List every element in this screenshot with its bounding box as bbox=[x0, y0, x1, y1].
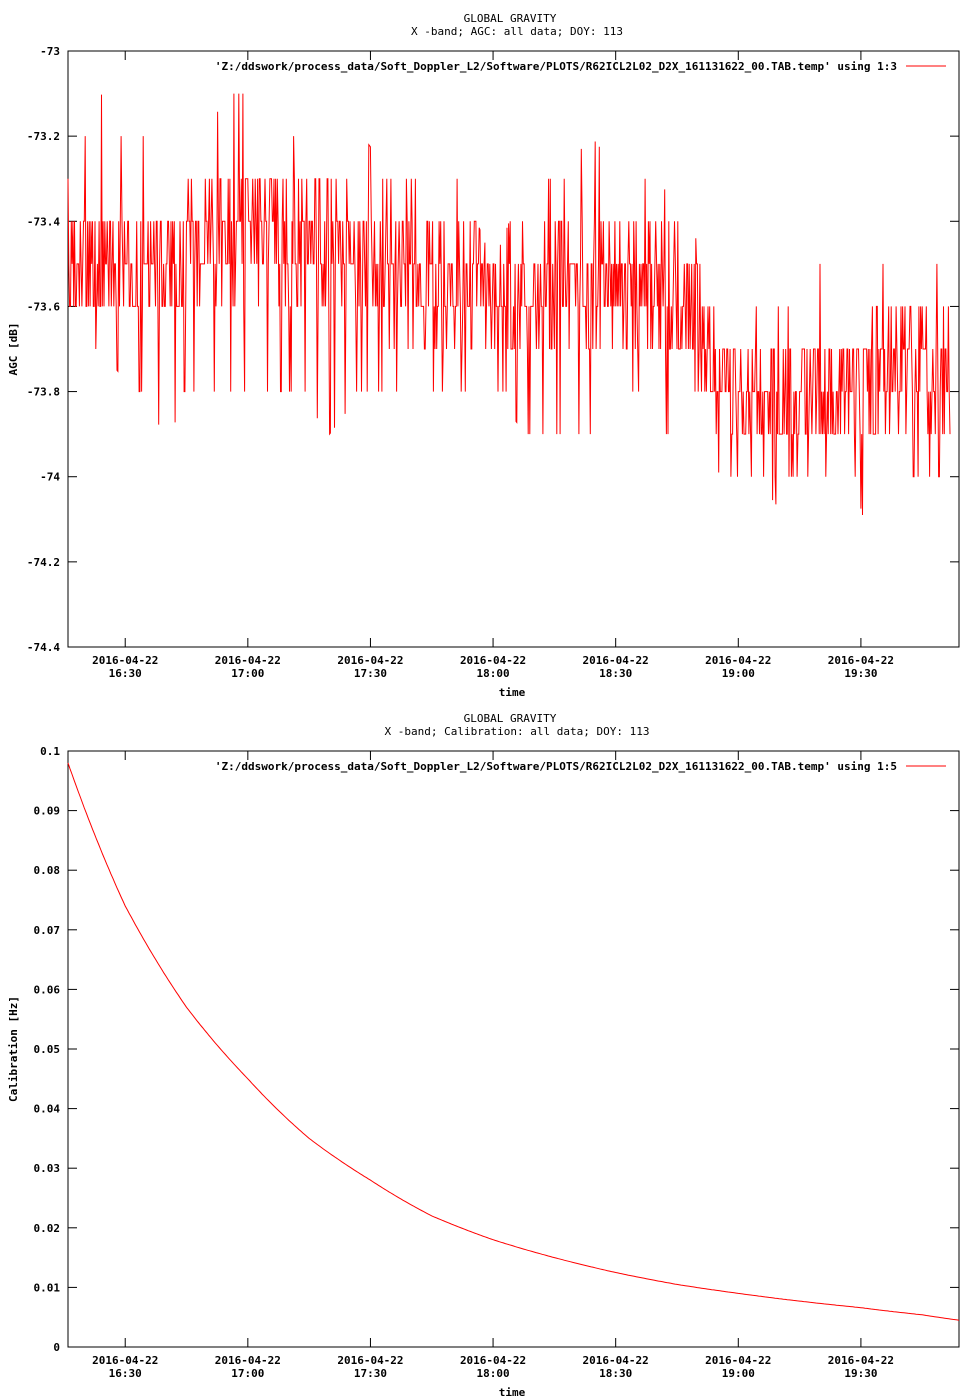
x-tick-date-label: 2016-04-22 bbox=[583, 654, 649, 667]
calibration-y-axis-ticks: 0 0.01 0.02 0.03 0.04 0.05 0.06 0.07 0.08 0.09 0.1 bbox=[34, 745, 959, 1354]
x-tick-date-label: 2016-04-22 bbox=[215, 1354, 281, 1367]
y-tick-label: 0 bbox=[53, 1341, 60, 1354]
calibration-legend: 'Z:/ddswork/process_data/Soft_Doppler_L2… bbox=[215, 760, 946, 773]
calibration-plot-frame bbox=[67, 750, 960, 1348]
agc-legend: 'Z:/ddswork/process_data/Soft_Doppler_L2… bbox=[215, 60, 946, 73]
y-tick-label: 0.02 bbox=[34, 1222, 61, 1235]
y-tick-label: -73 bbox=[40, 45, 60, 58]
x-tick-time-label: 17:00 bbox=[231, 1367, 264, 1380]
agc-x-axis-ticks: 2016-04-2216:302016-04-2217:002016-04-22… bbox=[92, 51, 894, 680]
y-tick-label: 0.08 bbox=[34, 864, 61, 877]
x-tick-date-label: 2016-04-22 bbox=[828, 654, 894, 667]
y-tick-label: -74.4 bbox=[27, 641, 60, 654]
x-tick-date-label: 2016-04-22 bbox=[92, 654, 158, 667]
agc-y-axis-label: AGC [dB] bbox=[7, 323, 20, 376]
calibration-y-axis-label: Calibration [Hz] bbox=[7, 996, 20, 1102]
y-tick-label: -73.2 bbox=[27, 130, 60, 143]
y-tick-label: 0.05 bbox=[34, 1043, 61, 1056]
x-tick-time-label: 19:30 bbox=[844, 1367, 877, 1380]
x-tick-time-label: 17:00 bbox=[231, 667, 264, 680]
x-tick-time-label: 16:30 bbox=[109, 667, 142, 680]
y-tick-label: 0.1 bbox=[40, 745, 60, 758]
x-tick-date-label: 2016-04-22 bbox=[337, 1354, 403, 1367]
calibration-x-axis-label: time bbox=[499, 1386, 526, 1399]
calibration-chart-subtitle: X -band; Calibration: all data; DOY: 113 bbox=[385, 725, 650, 738]
x-tick-date-label: 2016-04-22 bbox=[583, 1354, 649, 1367]
y-tick-label: 0.04 bbox=[34, 1103, 61, 1116]
y-tick-label: -73.4 bbox=[27, 215, 60, 228]
x-tick-time-label: 18:30 bbox=[599, 667, 632, 680]
x-tick-date-label: 2016-04-22 bbox=[705, 1354, 771, 1367]
x-tick-time-label: 18:00 bbox=[477, 1367, 510, 1380]
x-tick-date-label: 2016-04-22 bbox=[92, 1354, 158, 1367]
agc-plot-frame bbox=[67, 50, 960, 648]
agc-x-axis-label: time bbox=[499, 686, 526, 699]
y-tick-label: 0.07 bbox=[34, 924, 61, 937]
y-tick-label: 0.06 bbox=[34, 983, 61, 996]
x-tick-time-label: 19:00 bbox=[722, 667, 755, 680]
calibration-chart: GLOBAL GRAVITY X -band; Calibration: all… bbox=[7, 712, 960, 1399]
y-tick-label: 0.03 bbox=[34, 1162, 61, 1175]
x-tick-time-label: 17:30 bbox=[354, 667, 387, 680]
x-tick-time-label: 16:30 bbox=[109, 1367, 142, 1380]
x-tick-time-label: 17:30 bbox=[354, 1367, 387, 1380]
agc-chart: GLOBAL GRAVITY X -band; AGC: all data; D… bbox=[7, 12, 960, 699]
calibration-chart-title: GLOBAL GRAVITY bbox=[464, 712, 557, 725]
agc-series bbox=[67, 93, 951, 516]
x-tick-date-label: 2016-04-22 bbox=[337, 654, 403, 667]
x-tick-time-label: 18:30 bbox=[599, 1367, 632, 1380]
calibration-series-line bbox=[67, 762, 960, 1321]
x-tick-date-label: 2016-04-22 bbox=[215, 654, 281, 667]
agc-chart-subtitle: X -band; AGC: all data; DOY: 113 bbox=[411, 25, 623, 38]
x-tick-date-label: 2016-04-22 bbox=[460, 1354, 526, 1367]
x-tick-time-label: 18:00 bbox=[477, 667, 510, 680]
y-tick-label: -73.8 bbox=[27, 386, 60, 399]
y-tick-label: 0.01 bbox=[34, 1281, 61, 1294]
y-tick-label: 0.09 bbox=[34, 805, 61, 818]
y-tick-label: -74 bbox=[40, 471, 60, 484]
y-tick-label: -74.2 bbox=[27, 556, 60, 569]
calibration-x-axis-ticks: 2016-04-2216:302016-04-2217:002016-04-22… bbox=[92, 751, 894, 1380]
agc-series-line bbox=[67, 93, 951, 516]
x-tick-time-label: 19:00 bbox=[722, 1367, 755, 1380]
x-tick-time-label: 19:30 bbox=[844, 667, 877, 680]
x-tick-date-label: 2016-04-22 bbox=[460, 654, 526, 667]
x-tick-date-label: 2016-04-22 bbox=[828, 1354, 894, 1367]
x-tick-date-label: 2016-04-22 bbox=[705, 654, 771, 667]
agc-legend-label: 'Z:/ddswork/process_data/Soft_Doppler_L2… bbox=[215, 60, 897, 73]
calibration-series bbox=[67, 762, 960, 1321]
agc-chart-title: GLOBAL GRAVITY bbox=[464, 12, 557, 25]
y-tick-label: -73.6 bbox=[27, 300, 60, 313]
calibration-legend-label: 'Z:/ddswork/process_data/Soft_Doppler_L2… bbox=[215, 760, 897, 773]
